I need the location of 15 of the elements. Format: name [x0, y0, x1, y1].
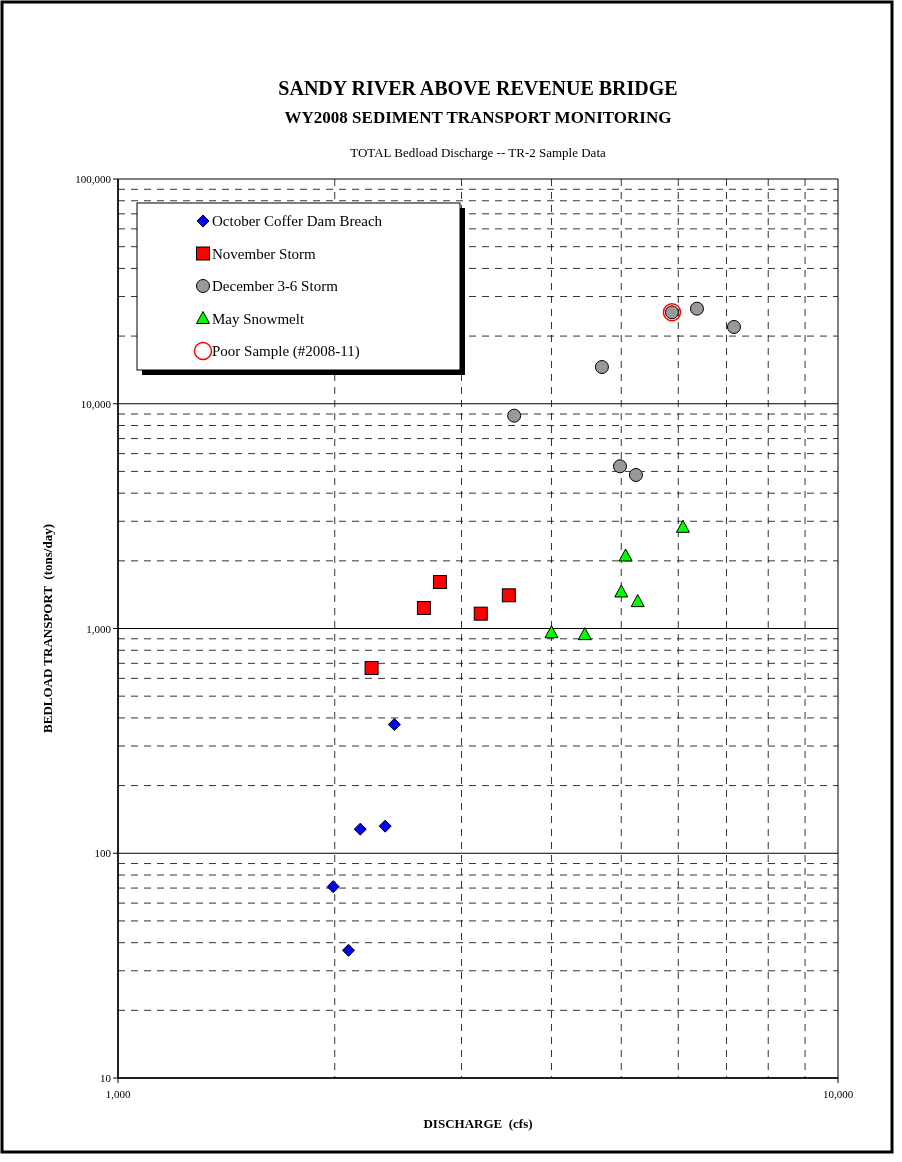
chart-subtitle: WY2008 SEDIMENT TRANSPORT MONITORING	[284, 108, 672, 127]
legend-label: November Storm	[212, 245, 317, 262]
legend-label: May Snowmelt	[212, 310, 305, 327]
x-axis-title: DISCHARGE (cfs)	[423, 1116, 533, 1131]
legend-label: December 3-6 Storm	[212, 278, 339, 294]
y-tick-label: 100,000	[75, 173, 112, 185]
legend-label: October Coffer Dam Breach	[212, 213, 383, 229]
y-tick-label: 1,000	[86, 622, 112, 635]
chart-title: SANDY RIVER ABOVE REVENUE BRIDGE	[278, 77, 678, 99]
y-tick-label: 10	[100, 1072, 112, 1084]
y-tick-label: 10,000	[80, 397, 112, 410]
text: TOTAL Bedload Discharge -- TR-2 Sample Data	[350, 145, 606, 160]
y-axis-title: BEDLOAD TRANSPORT (tons/day)	[40, 524, 55, 733]
legend-label: Poor Sample (#2008-11)	[212, 343, 360, 360]
y-tick-label: 100	[94, 847, 112, 860]
